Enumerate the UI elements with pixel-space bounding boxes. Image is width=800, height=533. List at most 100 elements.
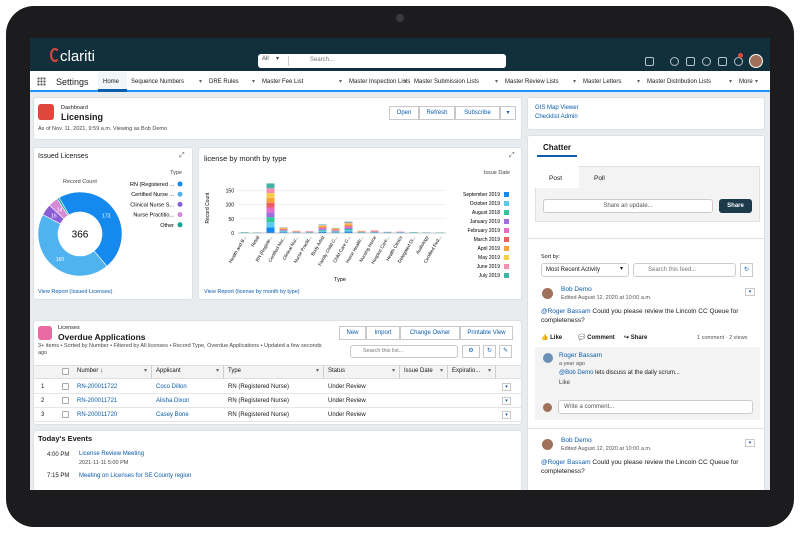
dashboard-button[interactable]: Subscribe bbox=[455, 106, 500, 120]
cell[interactable]: RN-200011720 bbox=[77, 412, 118, 418]
post-action[interactable]: 💬 Comment bbox=[578, 335, 615, 341]
post-menu[interactable]: ▾ bbox=[745, 439, 755, 447]
column-divider bbox=[151, 366, 152, 378]
quick-link[interactable]: GIS Map Viewer bbox=[535, 105, 579, 111]
nav-tab[interactable]: More bbox=[739, 79, 753, 85]
report-link[interactable]: View Report (license by month by type) bbox=[204, 289, 300, 295]
list-button[interactable]: Change Owner bbox=[400, 326, 460, 340]
nav-tab[interactable]: Master Fee List bbox=[262, 79, 304, 85]
cell: Under Review bbox=[328, 412, 366, 418]
mention[interactable]: @Roger Bassam bbox=[541, 459, 591, 466]
post-menu[interactable]: ▾ bbox=[745, 288, 755, 296]
report-link[interactable]: View Report (Issued Licenses) bbox=[38, 289, 113, 295]
list-button[interactable]: Printable View bbox=[460, 326, 513, 340]
bar-segment bbox=[318, 230, 327, 232]
post-action[interactable]: ↪ Share bbox=[624, 335, 648, 341]
row-checkbox[interactable] bbox=[62, 383, 69, 390]
cell[interactable]: RN-200011722 bbox=[77, 384, 118, 390]
event-title[interactable]: Meeting on Licenses for SE County region bbox=[79, 473, 192, 479]
nav-tab[interactable]: Master Submission Lists bbox=[414, 79, 480, 85]
list-tool[interactable]: ⚙ bbox=[462, 345, 480, 358]
list-tool[interactable]: ✎ bbox=[499, 345, 512, 358]
action-label[interactable]: Comment bbox=[587, 335, 615, 341]
x-axis-label: Type bbox=[334, 277, 346, 283]
header-icon[interactable] bbox=[645, 57, 654, 66]
dashboard-button[interactable]: Refresh bbox=[419, 106, 455, 120]
share-button[interactable]: Share bbox=[719, 199, 752, 213]
row-checkbox[interactable] bbox=[62, 397, 69, 404]
nav-tab[interactable]: Master Review Lists bbox=[505, 79, 559, 85]
column-header[interactable]: Type bbox=[228, 368, 242, 374]
composer-tab[interactable]: Poll bbox=[594, 175, 605, 182]
event-title[interactable]: License Review Meeting bbox=[79, 451, 145, 457]
nav-tab[interactable]: Sequence Numbers bbox=[131, 79, 185, 85]
post-author[interactable]: Bob Demo bbox=[561, 286, 592, 293]
mention[interactable]: @Bob Demo bbox=[559, 370, 594, 376]
column-header[interactable]: Number ↓ bbox=[77, 368, 104, 374]
column-header[interactable]: Applicant bbox=[156, 368, 181, 374]
header-checkbox[interactable] bbox=[62, 368, 69, 375]
legend-swatch bbox=[504, 219, 509, 224]
bar-segment bbox=[331, 231, 340, 232]
comment-like[interactable]: Like bbox=[559, 380, 571, 386]
header-icon[interactable] bbox=[702, 57, 711, 66]
row-checkbox[interactable] bbox=[62, 411, 69, 418]
search-box[interactable] bbox=[258, 54, 506, 68]
cell: Under Review bbox=[328, 398, 366, 404]
bar-segment bbox=[331, 231, 340, 233]
reply-input[interactable]: Write a comment... bbox=[558, 400, 753, 414]
row-menu[interactable]: ▾ bbox=[502, 383, 511, 391]
action-label[interactable]: Share bbox=[630, 335, 648, 341]
cell[interactable]: RN-200011721 bbox=[77, 398, 118, 404]
avatar[interactable] bbox=[749, 54, 763, 68]
composer-tab[interactable]: Post bbox=[549, 175, 563, 182]
feed-divider bbox=[528, 428, 764, 429]
nav-tab[interactable]: DRE Rules bbox=[209, 79, 239, 85]
value-label: Record Count bbox=[63, 179, 97, 185]
sort-select[interactable]: Most Recent Activity bbox=[541, 263, 629, 277]
expand-icon[interactable]: ⤢ bbox=[509, 152, 515, 159]
row-menu[interactable]: ▾ bbox=[502, 397, 511, 405]
post-action[interactable]: 👍 Like bbox=[541, 335, 563, 341]
event-detail: 2021-11-11 5:00 PM bbox=[79, 460, 129, 466]
list-search[interactable] bbox=[350, 345, 458, 358]
comment-author[interactable]: Roger Bassam bbox=[559, 352, 602, 359]
screen: clariti All ▾ Search... Settings Home Sequence… bbox=[30, 38, 770, 490]
donut-slice bbox=[37, 214, 108, 277]
list-button[interactable]: Import bbox=[366, 326, 400, 340]
header-icon[interactable] bbox=[670, 57, 679, 66]
feed-refresh[interactable]: ↻ bbox=[740, 263, 753, 277]
row-menu[interactable]: ▾ bbox=[502, 411, 511, 419]
cell[interactable]: Coco Dillon bbox=[156, 384, 187, 390]
dashboard-button[interactable]: Open bbox=[389, 106, 419, 120]
app-launcher[interactable] bbox=[37, 77, 46, 86]
cell[interactable]: Casey Bone bbox=[156, 412, 189, 418]
bar-segment bbox=[266, 202, 275, 208]
nav-tab[interactable]: Master Inspection Lists bbox=[349, 79, 411, 85]
header-icon[interactable] bbox=[718, 57, 727, 66]
list-button[interactable]: New bbox=[339, 326, 366, 340]
post-date: Edited August 12, 2020 at 10:00 a.m. bbox=[561, 446, 652, 452]
column-header[interactable]: Expiratio... bbox=[452, 368, 481, 374]
composer-input[interactable]: Share an update... bbox=[543, 199, 713, 213]
post-author[interactable]: Bob Demo bbox=[561, 437, 592, 444]
legend-swatch bbox=[504, 255, 509, 260]
comment-text: lets discuss at the daily scrum... bbox=[595, 370, 680, 376]
header-icon[interactable] bbox=[686, 57, 695, 66]
legend-label: Other bbox=[160, 223, 174, 229]
cell[interactable]: Alisha Dixon bbox=[156, 398, 190, 404]
feed-search[interactable]: Search this feed... bbox=[633, 263, 736, 277]
mention[interactable]: @Roger Bassam bbox=[541, 308, 591, 315]
column-header[interactable]: Status bbox=[328, 368, 346, 374]
list-tool[interactable]: ↻ bbox=[483, 345, 496, 358]
expand-icon[interactable]: ⤢ bbox=[179, 152, 185, 159]
legend-dot bbox=[177, 212, 183, 218]
list-title: Overdue Applications bbox=[58, 332, 146, 342]
dashboard-menu[interactable]: ▾ bbox=[500, 106, 516, 120]
nav-tab[interactable]: Home bbox=[103, 79, 120, 85]
nav-tab[interactable]: Master Letters bbox=[583, 79, 622, 85]
quick-link[interactable]: Checklist Admin bbox=[535, 114, 578, 120]
action-label[interactable]: Like bbox=[550, 335, 563, 341]
column-header[interactable]: Issue Date bbox=[404, 368, 433, 374]
nav-tab[interactable]: Master Distribution Lists bbox=[647, 79, 712, 85]
